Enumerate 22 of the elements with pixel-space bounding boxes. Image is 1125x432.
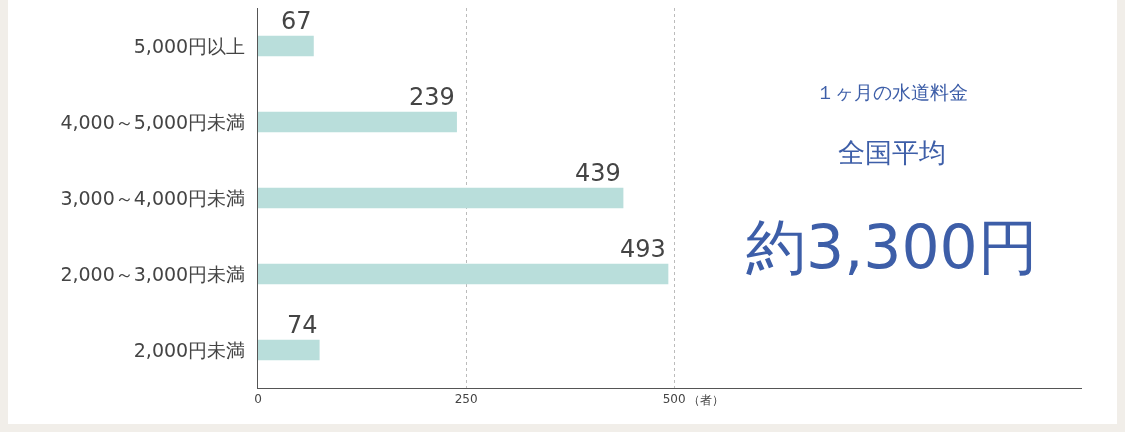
data-label: 74 xyxy=(287,311,318,339)
bar xyxy=(258,35,314,57)
x-tick-label: 0 xyxy=(254,392,262,407)
annotation: 約3,300円 xyxy=(746,212,1038,282)
bar xyxy=(258,187,624,209)
y-tick-label: 5,000円以上 xyxy=(133,34,246,57)
y-tick-label: 4,000～5,000円未満 xyxy=(60,110,246,133)
data-label: 439 xyxy=(575,159,621,187)
y-tick-label: 2,000～3,000円未満 xyxy=(60,262,246,285)
y-tick-label: 3,000～4,000円未満 xyxy=(60,186,246,209)
y-tick-label: 2,000円未満 xyxy=(133,338,246,361)
x-tick-label: 500 xyxy=(662,392,686,407)
bar xyxy=(258,339,320,361)
x-axis-title: （者） xyxy=(688,393,724,407)
data-label: 67 xyxy=(281,7,312,35)
bar xyxy=(258,111,457,133)
bar xyxy=(258,263,669,285)
data-label: 239 xyxy=(409,83,455,111)
x-tick-label: 250 xyxy=(454,392,478,407)
annotation: 全国平均 xyxy=(838,137,946,168)
data-label: 493 xyxy=(620,235,666,263)
annotation: １ヶ月の水道料金 xyxy=(816,81,968,103)
